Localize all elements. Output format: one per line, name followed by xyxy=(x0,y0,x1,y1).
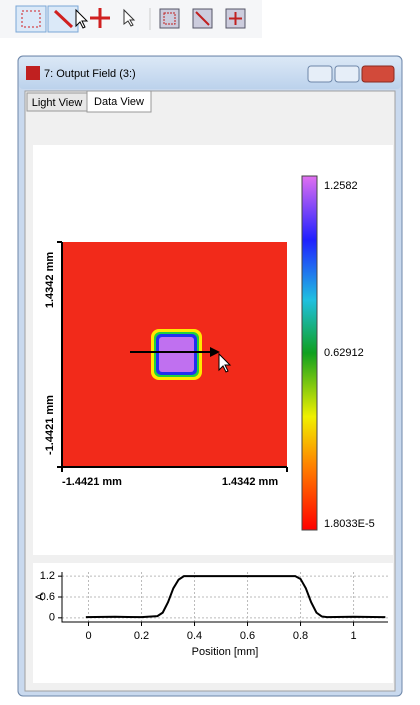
profile-chart: 0 0.2 0.4 0.6 0.8 1 0 0.6 1.2 Position [mm] A xyxy=(34,570,388,658)
profile-panel xyxy=(33,563,393,683)
toolbar xyxy=(0,0,262,38)
title-bar xyxy=(19,57,401,89)
app-icon xyxy=(26,66,40,80)
icon xyxy=(229,12,242,25)
tab-label: Light View xyxy=(32,97,83,109)
x-tick-label: 0.2 xyxy=(134,630,149,642)
icon xyxy=(195,11,210,26)
cursor xyxy=(75,8,89,29)
x-tick-label: 0.6 xyxy=(240,630,255,642)
maximize-button[interactable] xyxy=(334,65,360,83)
colorbar-label: 1.8033E-5 xyxy=(324,518,375,530)
y-tick-label: 0 xyxy=(49,612,55,624)
y-tick-label: 0.6 xyxy=(40,591,55,603)
tab-active[interactable] xyxy=(86,90,152,113)
colorbar-label: 1.2582 xyxy=(324,180,358,192)
tab-label: Data View xyxy=(94,96,144,108)
icon xyxy=(163,12,176,25)
icon xyxy=(21,10,41,28)
x-tick-label: 1 xyxy=(350,630,356,642)
y-bottom-label: -1.4421 mm xyxy=(44,395,56,455)
y-axis-label: A xyxy=(34,593,46,601)
field-ticks xyxy=(57,241,288,472)
x-right-label: 1.4342 mm xyxy=(222,476,278,488)
tool-2[interactable] xyxy=(159,8,180,29)
arrow-head xyxy=(210,347,220,357)
tool-select-rect[interactable] xyxy=(15,5,47,33)
y-tick-label: 1.2 xyxy=(40,570,55,582)
x-tick-label: 0 xyxy=(85,630,91,642)
x-left-label: -1.4421 mm xyxy=(62,476,122,488)
y-top-label: 1.4342 mm xyxy=(44,252,56,308)
x-axis-label: Position [mm] xyxy=(192,646,259,658)
minimize-button[interactable] xyxy=(307,65,333,83)
profile-curve xyxy=(85,575,386,619)
tool-pointer[interactable] xyxy=(123,8,136,27)
axes xyxy=(61,572,388,623)
colorbar xyxy=(301,175,318,531)
cursor xyxy=(218,352,232,373)
close-button[interactable] xyxy=(361,65,395,83)
icon xyxy=(53,9,74,29)
tool-cross[interactable] xyxy=(90,8,110,28)
x-tick-label: 0.8 xyxy=(293,630,308,642)
field-feature xyxy=(159,337,194,372)
colorbar-label: 0.62912 xyxy=(324,347,364,359)
x-tick-label: 0.4 xyxy=(187,630,202,642)
window-title: 7: Output Field (3:) xyxy=(44,68,136,80)
